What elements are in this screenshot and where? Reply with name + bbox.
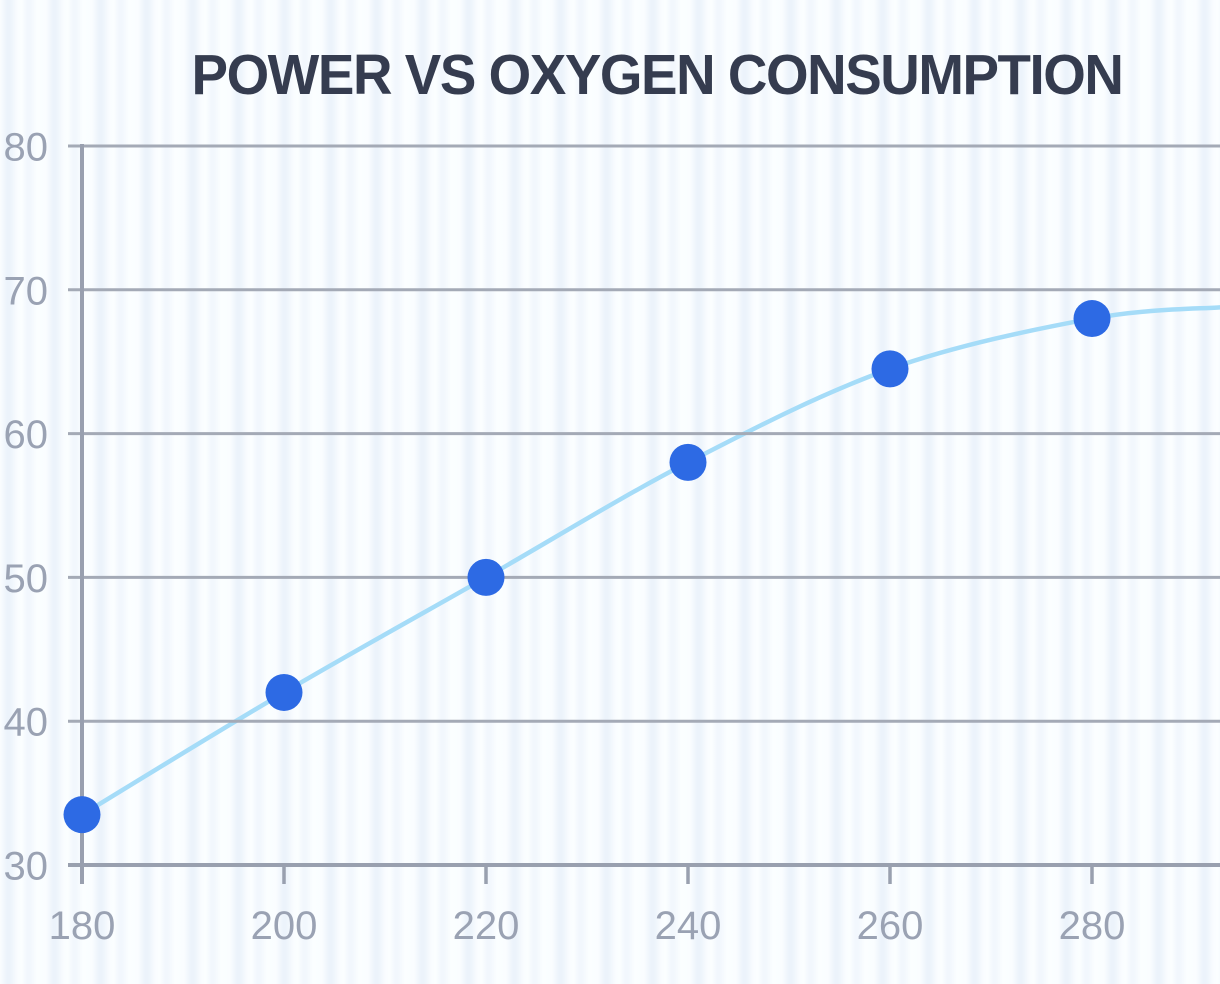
chart-title: POWER VS OXYGEN CONSUMPTION: [191, 43, 1124, 107]
trend-curve: [79, 305, 1220, 817]
data-point-200: [265, 673, 303, 711]
x-tick-label-260: 260: [857, 904, 924, 948]
data-point-280: [1073, 300, 1111, 338]
data-point-180: [63, 796, 101, 834]
x-tick-label-220: 220: [453, 904, 520, 948]
y-tick-label-80: 80: [4, 126, 49, 170]
x-tick-label-200: 200: [251, 904, 318, 948]
data-point-240: [669, 443, 707, 481]
x-tick-label-180: 180: [49, 904, 116, 948]
data-point-220: [467, 558, 505, 596]
y-tick-label-40: 40: [4, 701, 49, 745]
y-tick-label-70: 70: [4, 269, 49, 313]
y-tick-label-50: 50: [4, 557, 49, 601]
data-point-260: [871, 350, 909, 388]
x-tick-label-240: 240: [655, 904, 722, 948]
y-tick-label-30: 30: [4, 845, 49, 889]
y-tick-label-60: 60: [4, 413, 49, 457]
x-tick-label-280: 280: [1059, 904, 1126, 948]
